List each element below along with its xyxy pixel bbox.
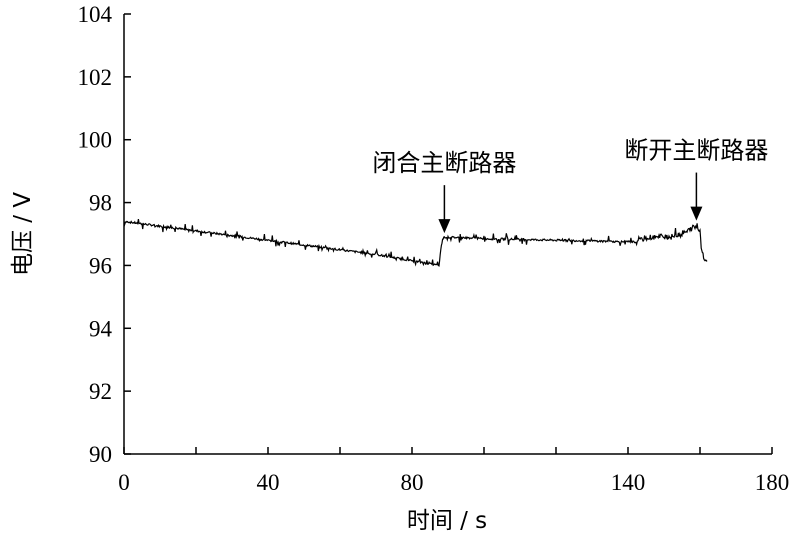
ticks: 90 92 94 96 98 100 102 104 0 40 80 140 180 [78, 2, 790, 495]
annotation-arrow-head [438, 219, 451, 234]
y-tick-label: 92 [89, 379, 112, 404]
series-line [123, 219, 708, 267]
annotation-arrow-head [690, 206, 703, 221]
x-tick-label: 180 [755, 470, 790, 495]
annotation-label: 断开主断路器 [624, 137, 768, 165]
y-tick-label: 100 [78, 128, 113, 153]
x-tick-label: 140 [611, 470, 646, 495]
x-tick-label: 80 [401, 470, 424, 495]
y-tick-label: 90 [89, 442, 112, 467]
annotation-label: 闭合主断路器 [372, 149, 516, 177]
x-axis-label: 时间 / s [407, 508, 487, 534]
y-axis-label: 电压 / V [10, 192, 36, 276]
y-tick-label: 102 [78, 65, 113, 90]
plot-area [123, 219, 708, 267]
y-tick-label: 94 [89, 316, 113, 341]
y-tick-label: 98 [89, 191, 112, 216]
annotations: 闭合主断路器 断开主断路器 [372, 137, 768, 234]
x-tick-label: 40 [257, 470, 280, 495]
x-tick-label: 0 [118, 470, 130, 495]
y-tick-label: 96 [89, 253, 112, 278]
axes [123, 14, 772, 455]
y-tick-label: 104 [78, 2, 113, 27]
